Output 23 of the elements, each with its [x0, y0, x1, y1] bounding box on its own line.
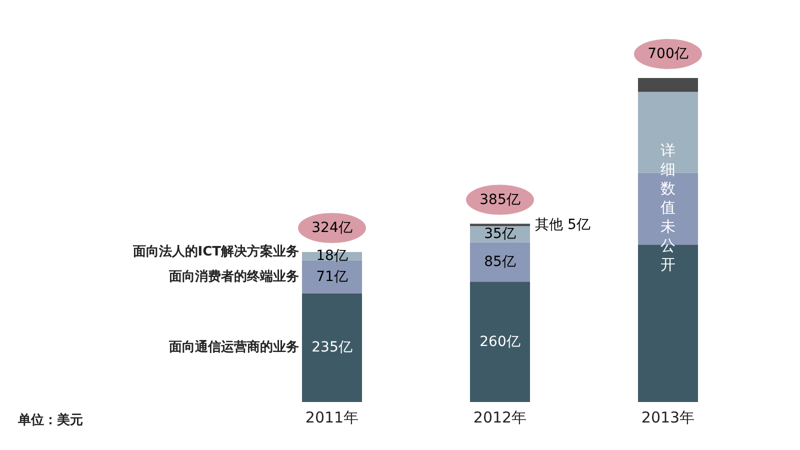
total-label: 385亿 [480, 192, 520, 208]
series-label: 面向通信运营商的业务 [168, 339, 299, 356]
data-label: 260亿 [480, 334, 520, 350]
total-label: 324亿 [312, 220, 352, 236]
bar [470, 242, 530, 282]
data-label: 85亿 [484, 254, 516, 270]
bar [302, 293, 362, 402]
total-label: 700亿 [648, 46, 688, 62]
annotation: 详细数值未公开 [660, 142, 676, 274]
data-label: 71亿 [316, 268, 348, 285]
bar [638, 78, 698, 92]
bar [302, 260, 362, 294]
series-label: 面向法人的ICT解决方案业务 [132, 244, 299, 260]
text: 单位：美元 [17, 412, 83, 428]
data-label: 235亿 [312, 340, 352, 356]
x-tick-label: 2012年 [473, 408, 527, 426]
bar [470, 282, 530, 402]
data-label: 35亿 [484, 226, 516, 242]
x-tick-label: 2011年 [305, 408, 359, 426]
x-tick-label: 2013年 [641, 408, 695, 426]
data-label: 18亿 [316, 248, 348, 264]
text: 其他 5亿 [535, 216, 590, 233]
series-label: 面向消费者的终端业务 [168, 269, 299, 284]
